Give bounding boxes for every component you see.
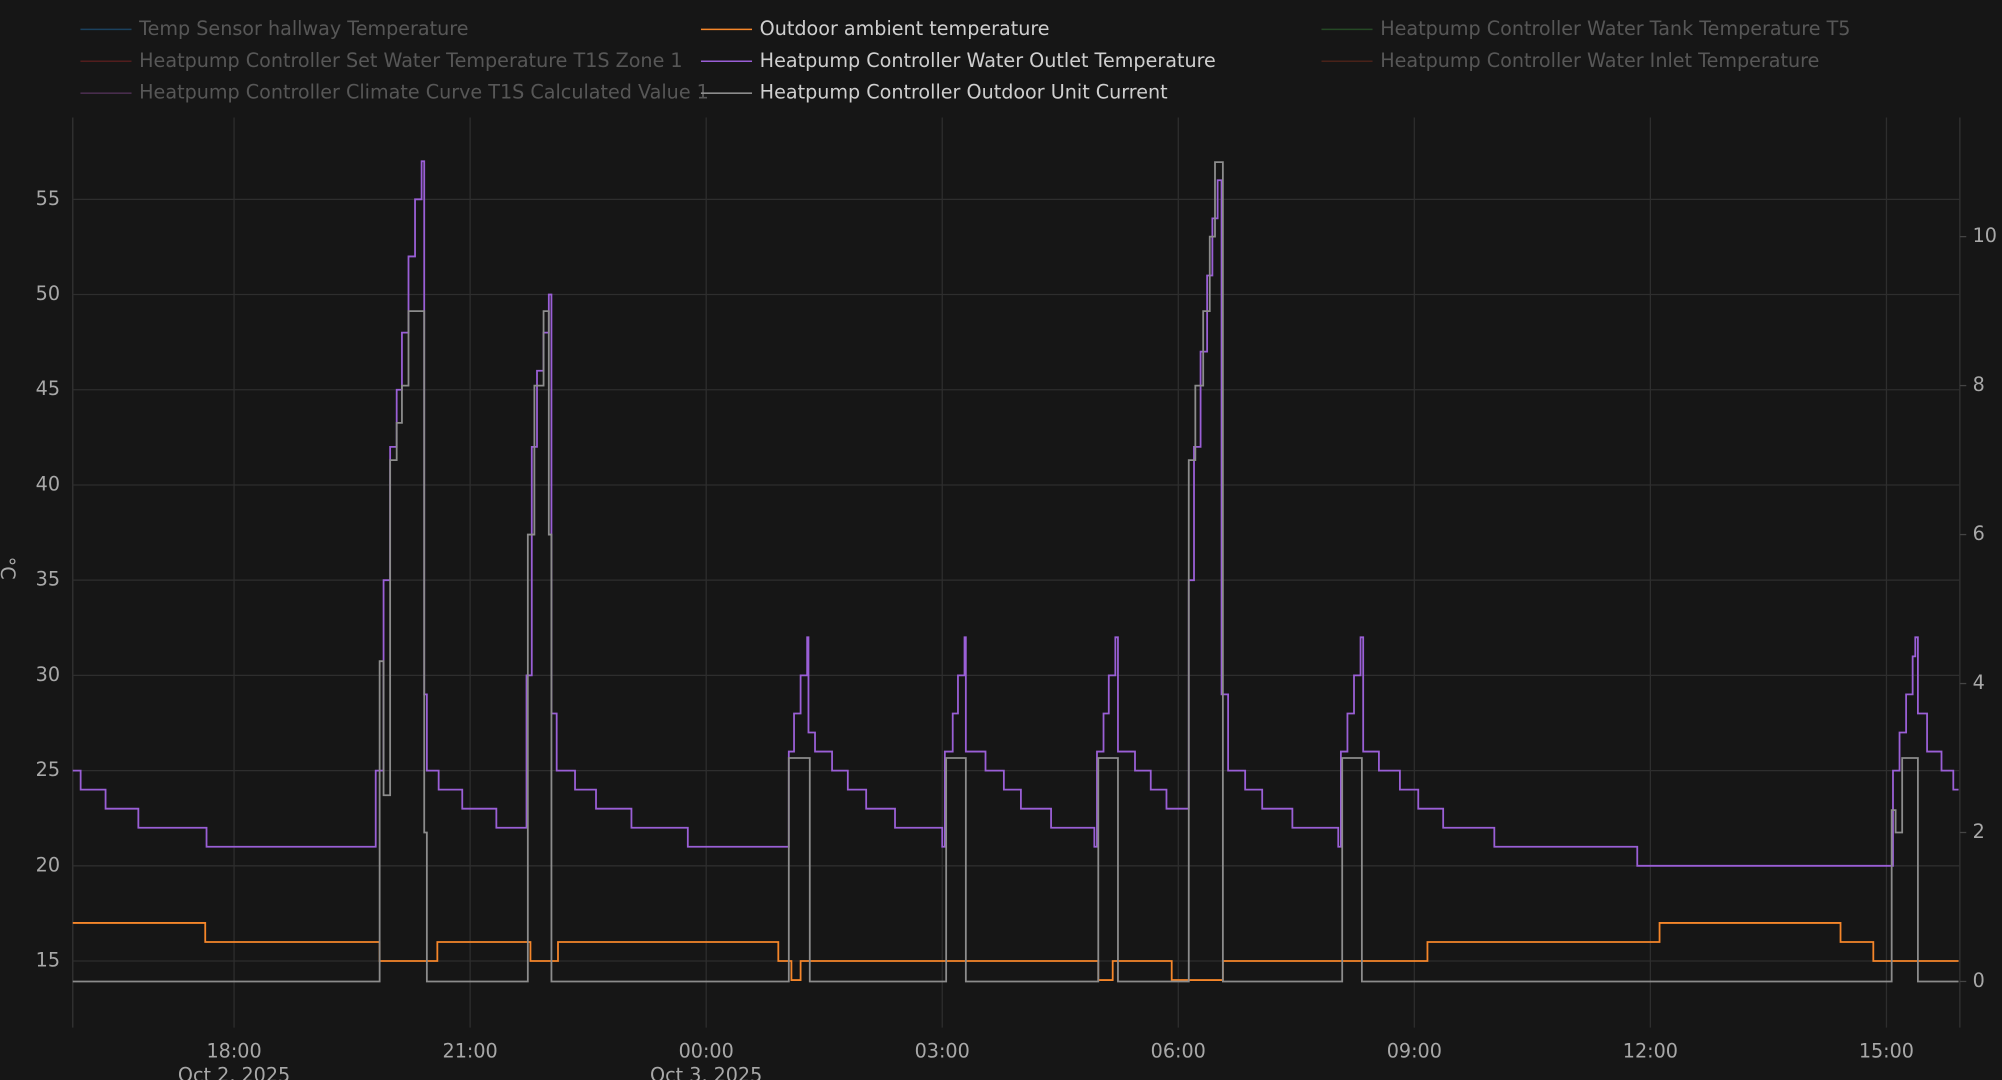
y-tick-label: 20 (36, 853, 60, 876)
y2-tick-label: 8 (1973, 373, 1985, 396)
y2-tick-label: 2 (1973, 820, 1985, 843)
x-tick-label: 06:00 (1151, 1039, 1206, 1062)
x-tick-label: 18:00 (206, 1039, 261, 1062)
y-axis-label: °C (0, 557, 19, 580)
y2-tick-label: 10 (1973, 224, 1997, 247)
legend-label[interactable]: Heatpump Controller Water Inlet Temperat… (1380, 49, 1819, 72)
y-tick-label: 40 (36, 472, 60, 495)
series-line (72, 161, 1959, 983)
x-tick-label: 00:00 (679, 1039, 734, 1062)
y-tick-label: 55 (36, 187, 60, 210)
legend-label[interactable]: Heatpump Controller Water Tank Temperatu… (1380, 17, 1850, 40)
series-line (72, 922, 1959, 981)
x-tick-date-label: Oct 2, 2025 (178, 1064, 290, 1080)
legend-label[interactable]: Heatpump Controller Outdoor Unit Current (760, 81, 1168, 104)
x-tick-label: 03:00 (915, 1039, 970, 1062)
x-tick-label: 15:00 (1859, 1039, 1914, 1062)
series-line (72, 160, 1959, 867)
x-tick-label: 12:00 (1623, 1039, 1678, 1062)
y-tick-label: 25 (36, 758, 60, 781)
y-tick-label: 35 (36, 568, 60, 591)
legend-label[interactable]: Temp Sensor hallway Temperature (138, 17, 468, 40)
legend-label[interactable]: Heatpump Controller Climate Curve T1S Ca… (139, 81, 709, 104)
x-tick-label: 09:00 (1387, 1039, 1442, 1062)
legend-label[interactable]: Heatpump Controller Water Outlet Tempera… (760, 49, 1216, 72)
y-tick-label: 15 (36, 949, 60, 972)
legend-label[interactable]: Outdoor ambient temperature (760, 17, 1050, 40)
x-tick-label: 21:00 (443, 1039, 498, 1062)
x-tick-date-label: Oct 3, 2025 (650, 1064, 762, 1080)
legend-label[interactable]: Heatpump Controller Set Water Temperatur… (139, 49, 682, 72)
y-tick-label: 45 (36, 377, 60, 400)
y2-tick-label: 0 (1973, 969, 1985, 992)
y2-tick-label: 4 (1973, 671, 1985, 694)
y-tick-label: 50 (36, 282, 60, 305)
y-tick-label: 30 (36, 663, 60, 686)
y2-tick-label: 6 (1973, 522, 1985, 545)
